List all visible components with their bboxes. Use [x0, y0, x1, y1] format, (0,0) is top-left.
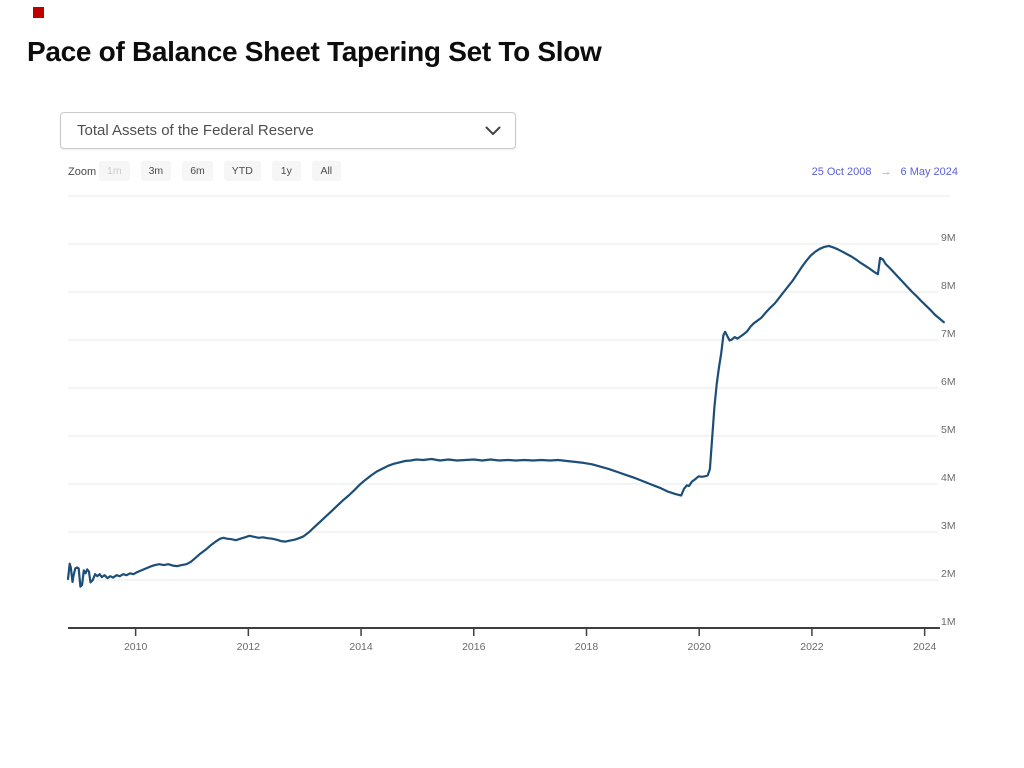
zoom-button-3m[interactable]: 3m [140, 161, 172, 181]
y-axis-tick-label: 2M [941, 568, 956, 580]
zoom-button-1m: 1m [99, 161, 130, 181]
chevron-down-icon [485, 126, 501, 135]
y-axis-tick-label: 3M [941, 520, 956, 532]
y-axis-tick-label: 6M [941, 376, 956, 388]
x-axis-labels: 2010 2012 2014 2016 2018 2020 2022 2024 [124, 641, 937, 653]
y-axis-tick-label: 8M [941, 280, 956, 292]
y-axis-tick-label: 7M [941, 328, 956, 340]
series-selector-value: Total Assets of the Federal Reserve [77, 122, 314, 139]
series-selector-dropdown[interactable]: Total Assets of the Federal Reserve [60, 112, 516, 149]
y-axis-labels: 1M 2M 3M 4M 5M 6M 7M 8M 9M [941, 232, 956, 628]
date-range: 25 Oct 2008 → 6 May 2024 [812, 166, 958, 178]
range-end-date[interactable]: 6 May 2024 [900, 166, 958, 178]
zoom-button-ytd[interactable]: YTD [223, 161, 261, 181]
x-axis-tick-label: 2014 [349, 641, 373, 653]
series-line [66, 244, 945, 588]
x-axis-ticks [134, 629, 926, 636]
page-title: Pace of Balance Sheet Tapering Set To Sl… [27, 36, 602, 67]
x-axis-tick-label: 2018 [575, 641, 599, 653]
x-axis-tick-label: 2016 [462, 641, 486, 653]
y-axis-tick-label: 5M [941, 424, 956, 436]
zoom-button-1y[interactable]: 1y [271, 161, 301, 181]
x-axis-tick-label: 2022 [800, 641, 824, 653]
y-gridlines [68, 243, 938, 581]
x-axis-tick-label: 2010 [124, 641, 148, 653]
range-start-date[interactable]: 25 Oct 2008 [811, 166, 872, 178]
zoom-button-group: 1m 3m 6m YTD 1y All [99, 161, 341, 181]
accent-square [33, 7, 44, 18]
zoom-label: Zoom [68, 166, 97, 178]
x-axis-tick-label: 2020 [688, 641, 712, 653]
range-arrow-icon: → [880, 166, 892, 178]
zoom-button-6m[interactable]: 6m [182, 161, 213, 181]
zoom-button-all[interactable]: All [311, 161, 341, 181]
x-axis-tick-label: 2024 [913, 641, 937, 653]
y-axis-tick-label: 1M [941, 616, 956, 628]
y-axis-tick-label: 9M [941, 232, 956, 244]
x-axis-tick-label: 2012 [237, 641, 261, 653]
y-axis-tick-label: 4M [941, 472, 956, 484]
